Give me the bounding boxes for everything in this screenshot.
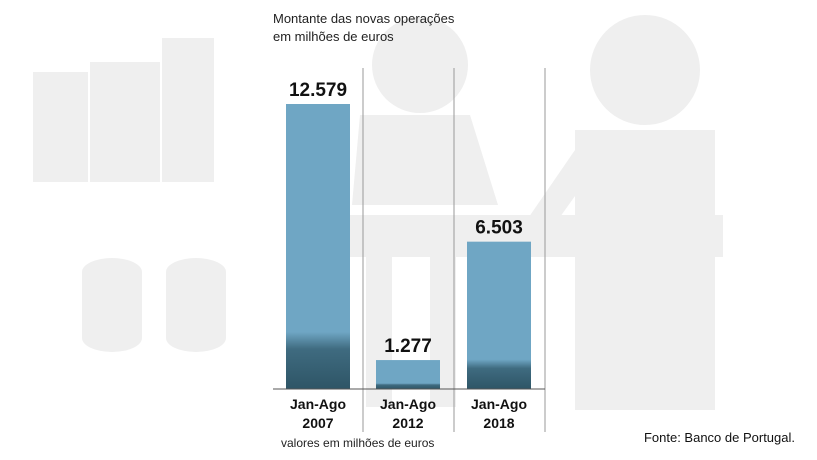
chart-title-line-2: em milhões de euros	[273, 29, 394, 44]
chart-title-line-1: Montante das novas operações	[273, 11, 455, 26]
coins-icon	[82, 258, 226, 352]
value-label-2007: 12.579	[289, 80, 347, 101]
category-label-line1-2018: Jan-Ago	[471, 396, 527, 412]
category-label-line1-2012: Jan-Ago	[380, 396, 436, 412]
category-label-line2-2012: 2012	[392, 415, 423, 431]
category-label-line2-2007: 2007	[302, 415, 333, 431]
buildings-icon	[33, 38, 214, 182]
people-icon	[345, 15, 723, 410]
category-label-line1-2007: Jan-Ago	[290, 396, 346, 412]
bar-2018	[467, 241, 531, 389]
category-label-line2-2018: 2018	[483, 415, 514, 431]
value-label-2018: 6.503	[475, 218, 523, 239]
source-note: Fonte: Banco de Portugal.	[643, 430, 795, 445]
value-label-2012: 1.277	[384, 336, 432, 357]
bar-2012	[376, 360, 440, 389]
unit-note: valores em milhões de euros	[281, 436, 435, 450]
bar-2007	[286, 104, 350, 389]
